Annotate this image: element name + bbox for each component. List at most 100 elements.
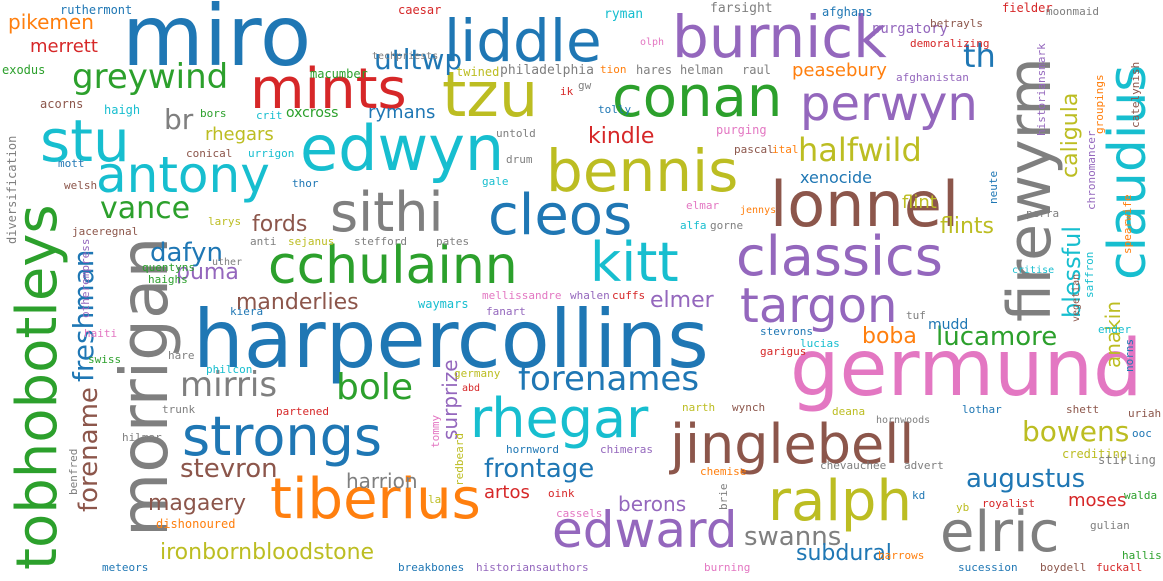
word: pates — [436, 235, 470, 248]
word: jennys — [740, 205, 777, 216]
word: dishonoured — [156, 517, 236, 531]
word: larys — [208, 215, 242, 228]
word: oxcross — [286, 105, 339, 121]
word: berons — [618, 492, 687, 516]
word: anti — [250, 235, 277, 248]
word: forenames — [518, 359, 700, 399]
word: ender — [1098, 323, 1132, 336]
word: walda — [1124, 489, 1158, 502]
word: conical — [186, 147, 233, 160]
word: hare — [168, 349, 195, 362]
word: gorne — [710, 219, 744, 232]
word: chevauchee — [820, 459, 887, 472]
word: greywind — [72, 57, 229, 97]
word: miro — [122, 0, 312, 85]
word: afghans — [822, 5, 873, 19]
word: benfred — [67, 448, 80, 495]
word: kindle — [588, 124, 655, 149]
word: boydell — [1040, 561, 1087, 574]
word: magaery — [148, 491, 246, 516]
word: welsh — [64, 179, 98, 192]
word: tommy — [429, 414, 442, 448]
word: yb — [956, 501, 970, 514]
word: haigh — [104, 103, 141, 117]
word: bennis — [546, 137, 739, 205]
word: mellissandre — [482, 289, 562, 302]
word: crediting — [1062, 447, 1128, 461]
word: cassels — [556, 507, 603, 520]
word: augustus — [966, 464, 1086, 494]
word: whalen — [570, 289, 610, 302]
word: burning — [704, 561, 751, 574]
word: bowens — [1022, 415, 1130, 448]
word: uriah — [1128, 407, 1162, 420]
word: diversification — [5, 135, 19, 244]
word: kd — [912, 489, 926, 502]
word: crit — [256, 109, 283, 122]
word: haiti — [84, 327, 118, 340]
word: betrayls — [930, 17, 983, 30]
word: mott — [58, 157, 85, 170]
word: stirling — [1098, 453, 1156, 467]
word: stu — [40, 107, 130, 175]
word: caesar — [398, 3, 442, 17]
word: burnick — [672, 3, 887, 71]
word: ik — [560, 85, 574, 98]
word: subdural — [796, 541, 892, 566]
word: peasebury — [792, 60, 887, 81]
word: rhegars — [205, 124, 274, 145]
word: sejanus — [288, 235, 335, 248]
word: kitt — [590, 231, 679, 294]
word: fielder — [1002, 1, 1053, 15]
word: elmer — [650, 288, 714, 313]
word: urrigon — [248, 147, 295, 160]
word: tolly — [598, 103, 632, 116]
word: manderlies — [236, 290, 359, 315]
word: ruthermont — [60, 3, 133, 17]
word: redbeard — [453, 433, 466, 486]
word: meteors — [102, 561, 149, 574]
word: tiberius — [270, 467, 481, 532]
word: brie — [717, 483, 730, 511]
word: alfa — [680, 219, 707, 232]
word: swanns — [744, 522, 842, 552]
word: ryman — [604, 7, 644, 22]
word: xenocide — [800, 168, 872, 187]
word: gulian — [1090, 519, 1130, 532]
word: germund — [790, 324, 1143, 414]
word: mudd — [928, 317, 969, 333]
word: classics — [736, 225, 943, 288]
word: vance — [100, 191, 191, 226]
word: barrows — [878, 549, 925, 562]
word: sithi — [330, 181, 444, 244]
word: moonmaid — [1046, 5, 1099, 18]
word: neute — [987, 170, 1000, 204]
word: th — [963, 37, 996, 75]
word: rhegar — [470, 387, 649, 450]
word: purging — [716, 123, 767, 137]
word: trunk — [162, 403, 196, 416]
word: critise — [1012, 265, 1055, 276]
word: mirris — [180, 365, 278, 405]
word: stefford — [354, 235, 407, 248]
word: hilmar — [122, 431, 162, 444]
word: ralph — [768, 469, 912, 534]
word: flints — [940, 214, 995, 239]
word: utltwp — [374, 43, 463, 76]
word: waymars — [418, 297, 469, 311]
word: artos — [484, 482, 530, 503]
word: norns — [1123, 338, 1136, 372]
word: elric — [940, 500, 1060, 565]
word: bole — [336, 367, 414, 408]
word: raul — [742, 63, 771, 77]
word: cuffs — [612, 289, 646, 302]
word: jaceregnal — [72, 225, 139, 238]
word: historiansmark — [1035, 43, 1048, 136]
word: ironbornbloodstone — [160, 540, 375, 565]
word: tuf — [906, 309, 926, 322]
word: mints — [250, 57, 407, 122]
word: otherempress — [79, 238, 92, 318]
word: spearwife — [1121, 194, 1134, 254]
word: kiera — [230, 305, 264, 318]
word: caligula — [1058, 92, 1083, 178]
